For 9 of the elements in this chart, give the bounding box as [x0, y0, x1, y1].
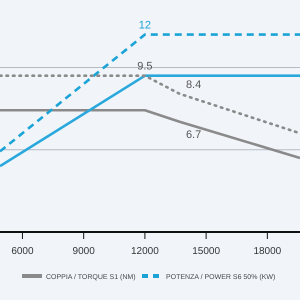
- x-tick-label: 6000: [11, 246, 34, 257]
- data-label: 8.4: [186, 78, 202, 91]
- x-tick-label: 18000: [253, 246, 282, 257]
- data-label: 12: [138, 20, 152, 32]
- data-label: 9.5: [137, 60, 153, 73]
- x-tick-label: 15000: [192, 246, 220, 257]
- x-tick-label: 12000: [130, 246, 160, 257]
- data-label: 6.7: [186, 128, 202, 141]
- x-tick-label: 9000: [72, 246, 96, 257]
